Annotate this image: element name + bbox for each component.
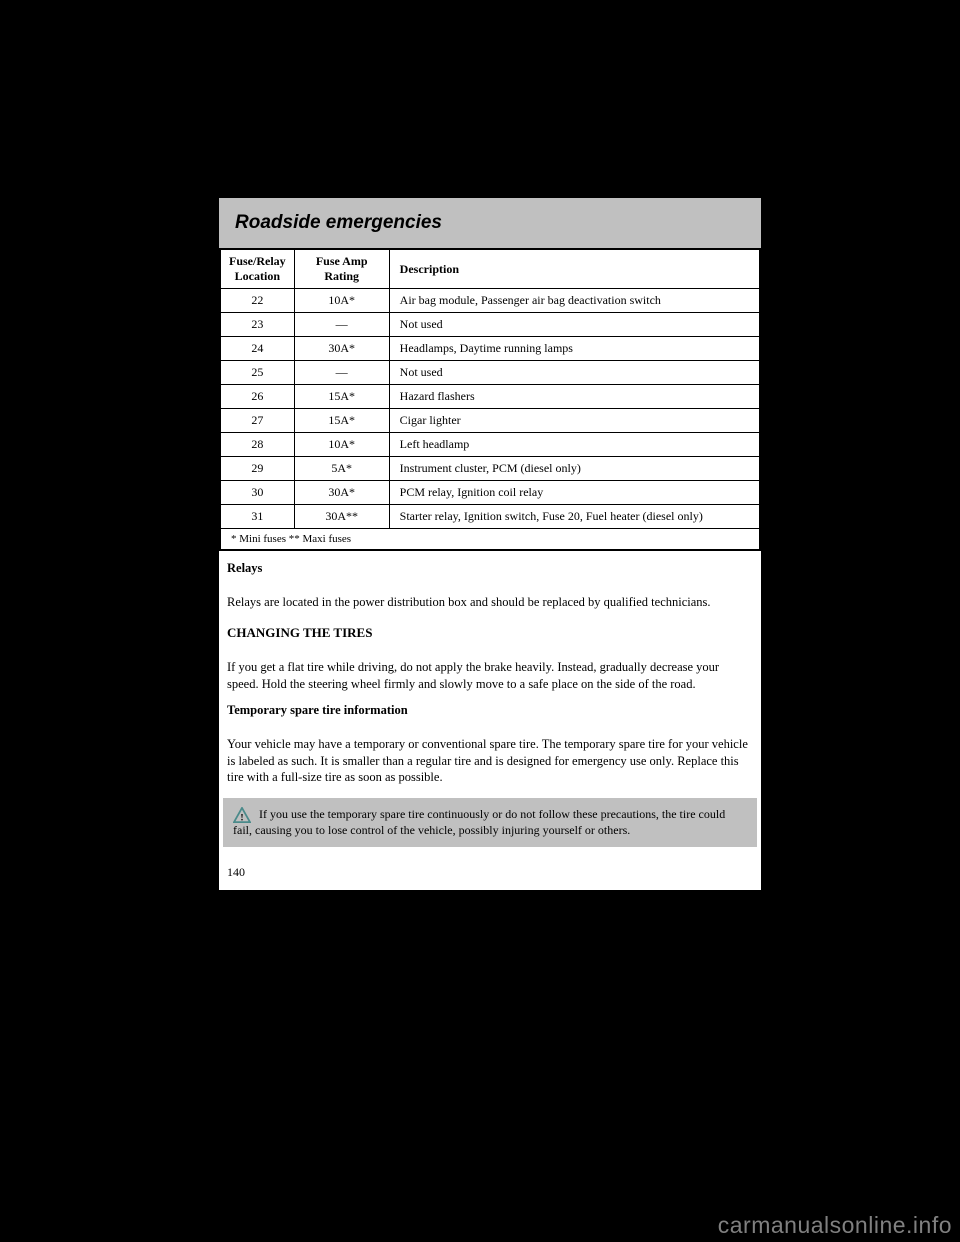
table-row: 31 30A** Starter relay, Ignition switch,… [220, 505, 760, 529]
cell-desc: PCM relay, Ignition coil relay [389, 481, 760, 505]
table-row: 26 15A* Hazard flashers [220, 385, 760, 409]
relays-heading: Relays [219, 561, 761, 576]
cell-desc: Not used [389, 313, 760, 337]
header-amp: Fuse Amp Rating [294, 249, 389, 289]
cell-loc: 30 [220, 481, 294, 505]
svg-text:!: ! [240, 813, 243, 824]
cell-loc: 29 [220, 457, 294, 481]
table-row: 28 10A* Left headlamp [220, 433, 760, 457]
fuse-relay-table: Fuse/Relay Location Fuse Amp Rating Desc… [219, 248, 761, 551]
cell-loc: 27 [220, 409, 294, 433]
cell-amp: 30A* [294, 337, 389, 361]
warning-icon: ! [233, 807, 251, 827]
intro-text: If you get a flat tire while driving, do… [219, 645, 761, 693]
cell-loc: 31 [220, 505, 294, 529]
cell-amp: 15A* [294, 385, 389, 409]
watermark: carmanualsonline.info [718, 1212, 952, 1239]
cell-desc: Headlamps, Daytime running lamps [389, 337, 760, 361]
changing-tires-heading: CHANGING THE TIRES [219, 625, 761, 641]
cell-amp: 5A* [294, 457, 389, 481]
cell-amp: 10A* [294, 433, 389, 457]
cell-amp: — [294, 361, 389, 385]
header-location: Fuse/Relay Location [220, 249, 294, 289]
spare-paragraph: Your vehicle may have a temporary or con… [227, 736, 753, 787]
cell-desc: Not used [389, 361, 760, 385]
cell-amp: 15A* [294, 409, 389, 433]
cell-amp: 30A** [294, 505, 389, 529]
table-row: 25 — Not used [220, 361, 760, 385]
cell-desc: Air bag module, Passenger air bag deacti… [389, 289, 760, 313]
cell-loc: 28 [220, 433, 294, 457]
relays-paragraph: Relays are located in the power distribu… [227, 594, 753, 611]
cell-loc: 23 [220, 313, 294, 337]
cell-desc: Left headlamp [389, 433, 760, 457]
table-row: 27 15A* Cigar lighter [220, 409, 760, 433]
table-row: 23 — Not used [220, 313, 760, 337]
table-row: 22 10A* Air bag module, Passenger air ba… [220, 289, 760, 313]
cell-desc: Hazard flashers [389, 385, 760, 409]
cell-amp: — [294, 313, 389, 337]
page-content: Fuse/Relay Location Fuse Amp Rating Desc… [219, 248, 761, 890]
cell-amp: 30A* [294, 481, 389, 505]
cell-desc: Cigar lighter [389, 409, 760, 433]
spare-text: Your vehicle may have a temporary or con… [219, 722, 761, 787]
table-header-row: Fuse/Relay Location Fuse Amp Rating Desc… [220, 249, 760, 289]
warning-text: If you use the temporary spare tire cont… [233, 806, 747, 838]
cell-loc: 22 [220, 289, 294, 313]
relays-text: Relays are located in the power distribu… [219, 580, 761, 611]
warning-box: ! If you use the temporary spare tire co… [223, 798, 757, 846]
cell-amp: 10A* [294, 289, 389, 313]
manual-page: Roadside emergencies Fuse/Relay Location… [219, 198, 761, 890]
cell-loc: 26 [220, 385, 294, 409]
footnote-cell: * Mini fuses ** Maxi fuses [220, 529, 760, 551]
page-number: 140 [219, 847, 761, 890]
table-row: 30 30A* PCM relay, Ignition coil relay [220, 481, 760, 505]
page-header: Roadside emergencies [219, 198, 761, 248]
table-row: 24 30A* Headlamps, Daytime running lamps [220, 337, 760, 361]
spare-tire-heading: Temporary spare tire information [219, 703, 761, 718]
cell-desc: Starter relay, Ignition switch, Fuse 20,… [389, 505, 760, 529]
table-footnote-row: * Mini fuses ** Maxi fuses [220, 529, 760, 551]
header-description: Description [389, 249, 760, 289]
intro-paragraph: If you get a flat tire while driving, do… [227, 659, 753, 693]
cell-desc: Instrument cluster, PCM (diesel only) [389, 457, 760, 481]
cell-loc: 25 [220, 361, 294, 385]
cell-loc: 24 [220, 337, 294, 361]
header-title: Roadside emergencies [235, 212, 745, 234]
table-row: 29 5A* Instrument cluster, PCM (diesel o… [220, 457, 760, 481]
